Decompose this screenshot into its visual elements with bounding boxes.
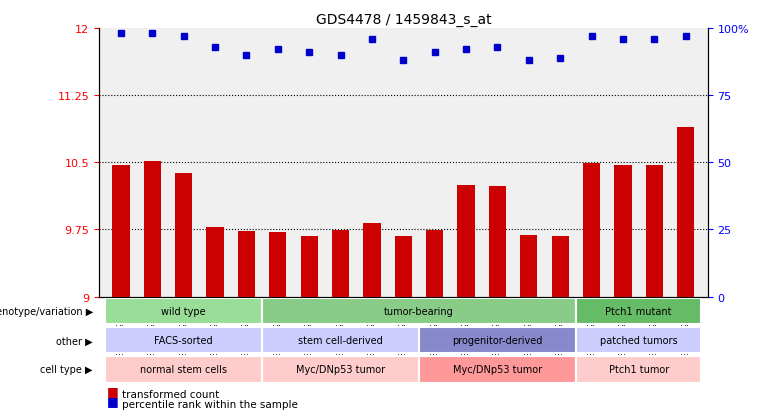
Text: wild type: wild type bbox=[161, 306, 206, 316]
FancyBboxPatch shape bbox=[262, 328, 419, 354]
Bar bbox=[237, 232, 255, 297]
Text: tumor-bearing: tumor-bearing bbox=[384, 306, 454, 316]
Text: Myc/DNp53 tumor: Myc/DNp53 tumor bbox=[453, 365, 542, 375]
Bar bbox=[489, 187, 506, 297]
Text: ■: ■ bbox=[107, 385, 118, 397]
FancyBboxPatch shape bbox=[419, 328, 576, 354]
Text: FACS-sorted: FACS-sorted bbox=[154, 335, 213, 345]
Bar bbox=[144, 162, 161, 297]
Bar bbox=[426, 231, 444, 297]
Title: GDS4478 / 1459843_s_at: GDS4478 / 1459843_s_at bbox=[316, 12, 491, 26]
Bar bbox=[175, 173, 193, 297]
Text: Ptch1 tumor: Ptch1 tumor bbox=[609, 365, 669, 375]
Text: Ptch1 mutant: Ptch1 mutant bbox=[606, 306, 672, 316]
FancyBboxPatch shape bbox=[576, 298, 702, 325]
Bar bbox=[677, 128, 694, 297]
Text: percentile rank within the sample: percentile rank within the sample bbox=[122, 399, 298, 409]
FancyBboxPatch shape bbox=[105, 298, 262, 325]
Text: genotype/variation ▶: genotype/variation ▶ bbox=[0, 306, 93, 316]
Bar bbox=[614, 166, 632, 297]
Bar bbox=[646, 166, 663, 297]
Bar bbox=[363, 223, 380, 297]
Text: other ▶: other ▶ bbox=[56, 335, 93, 345]
FancyBboxPatch shape bbox=[262, 298, 576, 325]
Text: cell type ▶: cell type ▶ bbox=[40, 365, 93, 375]
FancyBboxPatch shape bbox=[576, 356, 702, 382]
Bar bbox=[332, 231, 349, 297]
Text: transformed count: transformed count bbox=[122, 389, 219, 399]
FancyBboxPatch shape bbox=[105, 328, 262, 354]
Bar bbox=[552, 236, 569, 297]
Bar bbox=[395, 236, 412, 297]
Text: Myc/DNp53 tumor: Myc/DNp53 tumor bbox=[296, 365, 385, 375]
Bar bbox=[583, 164, 600, 297]
Text: ■: ■ bbox=[107, 394, 118, 407]
Bar bbox=[457, 185, 475, 297]
Text: progenitor-derived: progenitor-derived bbox=[452, 335, 543, 345]
FancyBboxPatch shape bbox=[105, 356, 262, 382]
FancyBboxPatch shape bbox=[576, 328, 702, 354]
Bar bbox=[269, 233, 286, 297]
Bar bbox=[206, 227, 224, 297]
Bar bbox=[521, 235, 537, 297]
Text: normal stem cells: normal stem cells bbox=[140, 365, 228, 375]
FancyBboxPatch shape bbox=[419, 356, 576, 382]
Bar bbox=[301, 236, 318, 297]
Text: patched tumors: patched tumors bbox=[600, 335, 677, 345]
Bar bbox=[113, 166, 129, 297]
FancyBboxPatch shape bbox=[262, 356, 419, 382]
Text: stem cell-derived: stem cell-derived bbox=[298, 335, 383, 345]
